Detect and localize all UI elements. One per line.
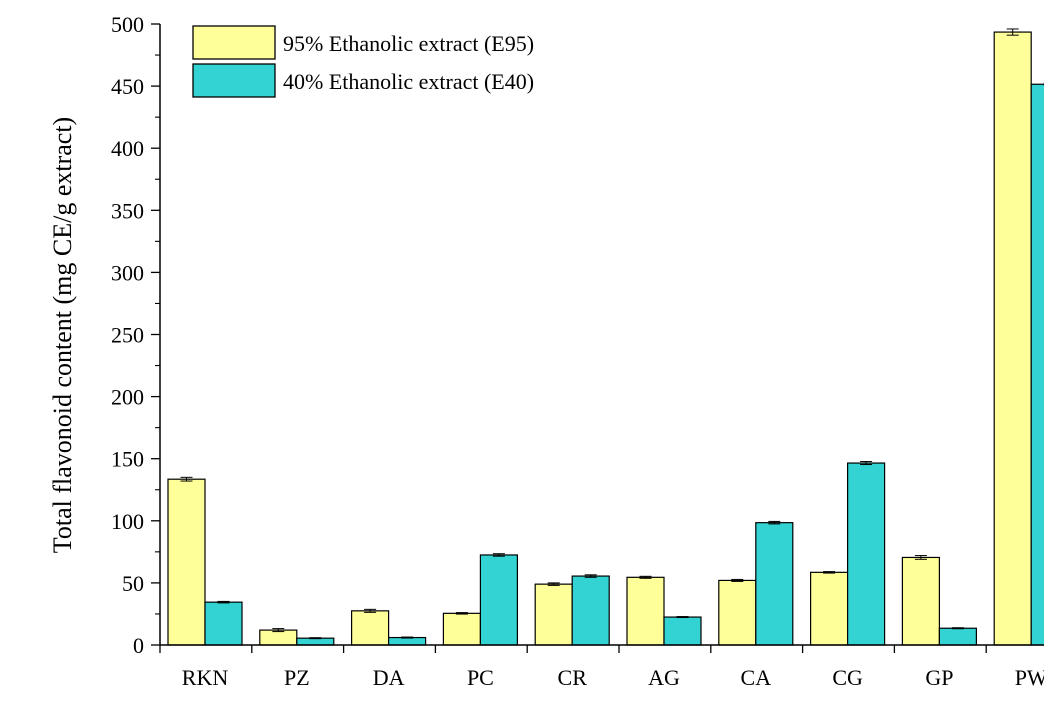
bar-e40-cr [571, 575, 610, 646]
x-tick-label-cg: CG [832, 665, 863, 690]
y-tick-label: 400 [111, 136, 144, 161]
bar-e95-pw [993, 31, 1032, 646]
legend-swatch-e95 [192, 25, 276, 60]
bar-e40-ag [663, 616, 702, 646]
y-tick-label: 250 [111, 323, 144, 348]
bar-e40-pw [1030, 83, 1044, 646]
bar-e95-rkn [167, 478, 206, 646]
y-tick-label: 450 [111, 74, 144, 99]
bar-e95-cg [809, 571, 849, 646]
bar-e95-cr [534, 583, 573, 646]
x-tick-label-rkn: RKN [182, 665, 229, 690]
plot-area [167, 28, 1044, 646]
y-tick-label: 350 [111, 198, 144, 223]
bar-e95-gp [901, 556, 941, 646]
bar-e95-da [351, 610, 390, 646]
y-tick-label: 0 [133, 633, 144, 658]
y-tick-label: 150 [111, 447, 144, 472]
bar-e40-cg [846, 462, 886, 646]
bar-e40-gp [938, 627, 978, 646]
bar-e95-ag [626, 576, 665, 646]
y-tick-label: 200 [111, 385, 144, 410]
axes: 0 50 100 150 200 250 300 350 400 450 500 RKN PZ DA PC C… [111, 12, 1044, 690]
bar-e40-da [388, 636, 427, 646]
x-tick-label-da: DA [373, 665, 405, 690]
x-tick-label-pc: PC [467, 665, 494, 690]
bar-e95-pz [259, 629, 298, 646]
legend-label-e95: 95% Ethanolic extract (E95) [283, 31, 534, 56]
bar-e40-ca [755, 522, 794, 646]
x-tick-label-ag: AG [648, 665, 680, 690]
legend-label-e40: 40% Ethanolic extract (E40) [283, 69, 534, 94]
legend: 95% Ethanolic extract (E95) 40% Ethanolic… [192, 25, 534, 98]
bar-e40-pz [296, 637, 335, 646]
x-tick-label-pw: PW [1015, 665, 1044, 690]
x-tick-label-cr: CR [558, 665, 588, 690]
bar-e95-pc [442, 612, 481, 646]
bar-e40-rkn [204, 601, 243, 646]
bar-e40-pc [479, 554, 518, 646]
legend-swatch-e40 [192, 63, 276, 98]
y-tick-label: 300 [111, 260, 144, 285]
x-tick-label-gp: GP [925, 665, 953, 690]
bar-e95-ca [718, 579, 757, 646]
y-tick-label: 50 [122, 571, 144, 596]
y-tick-label: 100 [111, 509, 144, 534]
x-tick-label-ca: CA [741, 665, 772, 690]
y-axis-label: Total flavonoid content (mg CE/g extract… [48, 117, 77, 553]
x-tick-label-pz: PZ [284, 665, 310, 690]
y-tick-label: 500 [111, 12, 144, 37]
